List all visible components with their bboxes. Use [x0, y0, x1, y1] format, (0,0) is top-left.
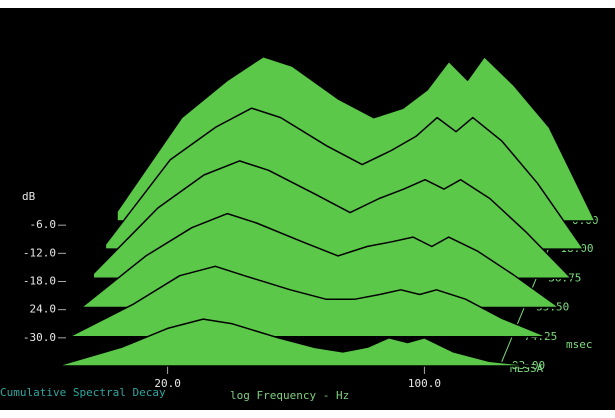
y-tick-label: -12.0 — [23, 246, 56, 259]
y-tick-label: -6.0 — [30, 218, 57, 231]
x-tick-label: 100.0 — [408, 377, 441, 390]
y-tick-label: 24.0 — [30, 303, 57, 316]
z-unit-label: msec — [566, 338, 593, 351]
y-tick-label: -30.0 — [23, 331, 56, 344]
chart-title: Cumulative Spectral Decay — [0, 386, 166, 399]
decay-slice — [68, 265, 548, 338]
x-tick-label: 20.0 — [154, 377, 181, 390]
decay-slice — [56, 318, 536, 367]
y-tick-label: -18.0 — [23, 275, 56, 288]
x-axis-label: log Frequency - Hz — [230, 389, 349, 402]
y-axis-label: dB — [22, 190, 36, 203]
